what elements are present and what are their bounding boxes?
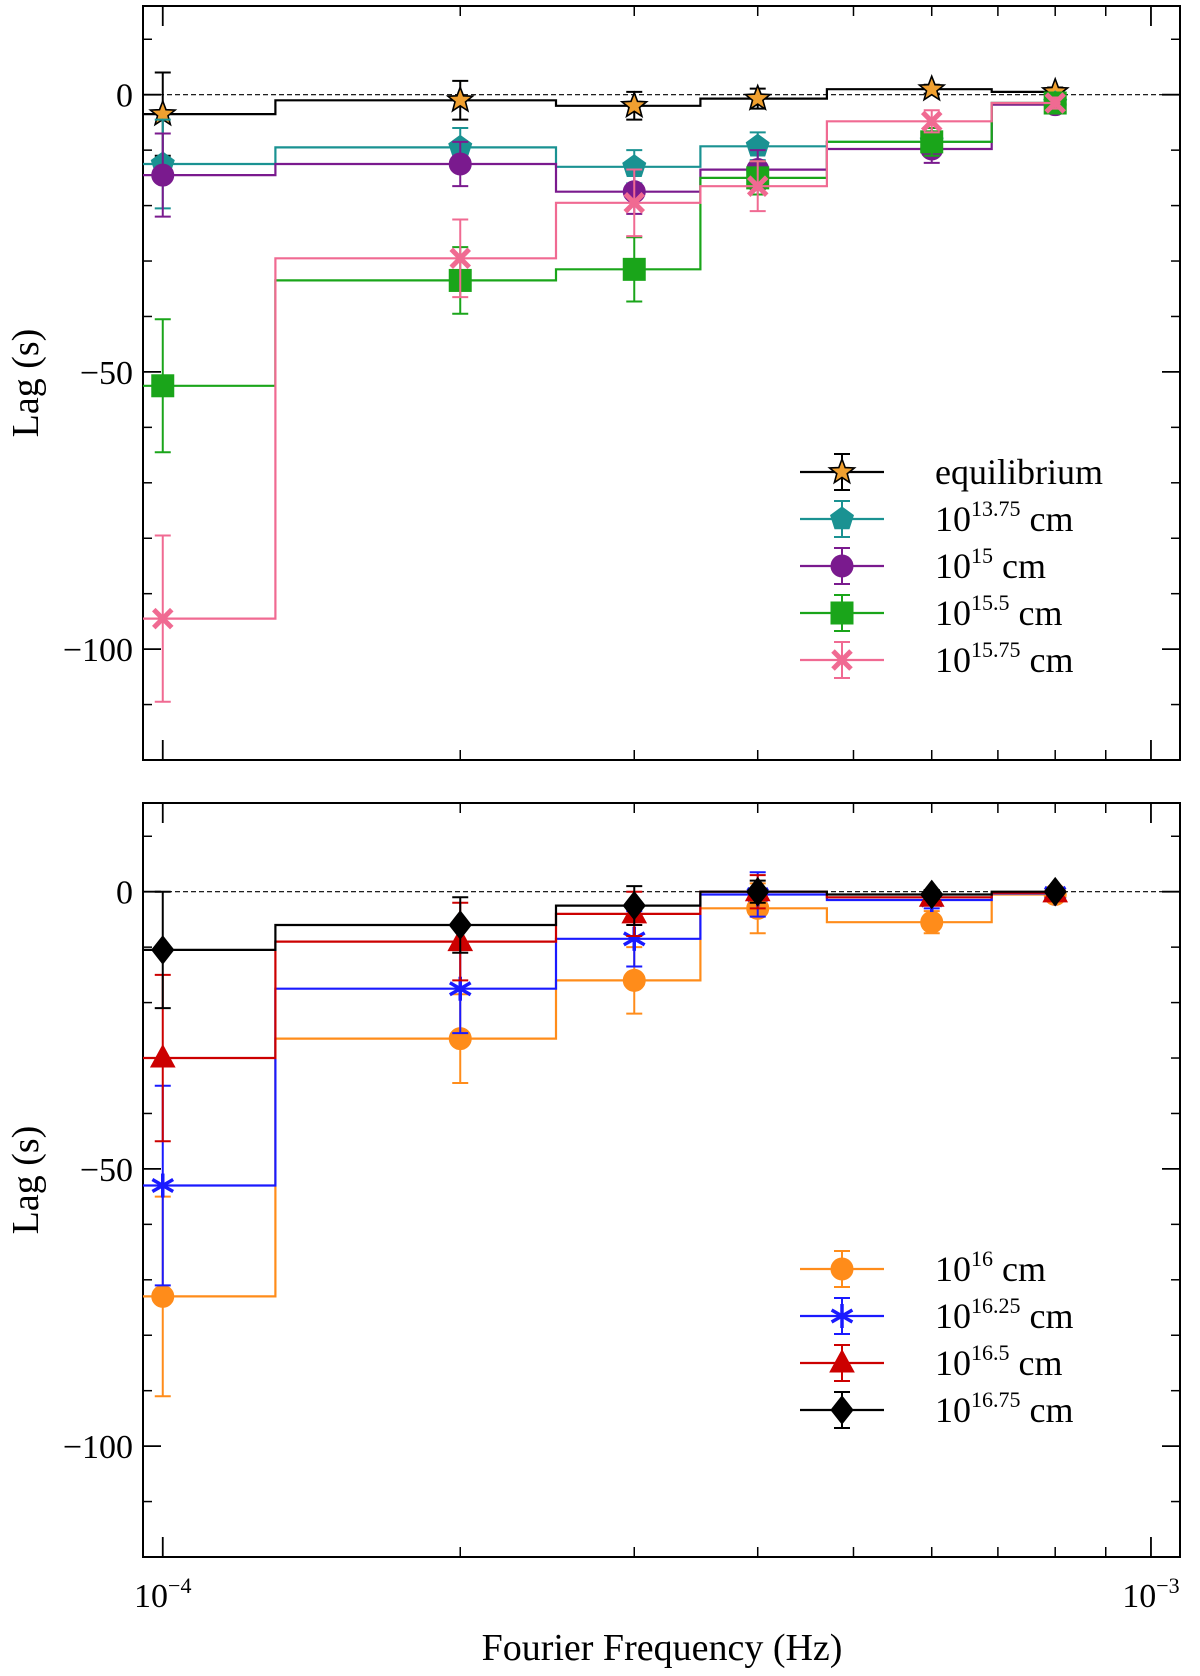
circle-marker xyxy=(151,163,175,187)
legend-label: 1016.75 cm xyxy=(935,1387,1073,1430)
x-marker-stroke xyxy=(1044,92,1066,114)
diamond-marker xyxy=(830,1395,854,1425)
circle-marker xyxy=(830,554,854,578)
legend-label: 1016.25 cm xyxy=(935,1293,1073,1336)
legend-label: 1016 cm xyxy=(935,1246,1046,1289)
legend-label: 1016.5 cm xyxy=(935,1340,1062,1383)
series-step-line xyxy=(143,88,1061,116)
y-tick-label: −50 xyxy=(80,355,133,392)
circle-marker xyxy=(151,1284,175,1308)
square-marker xyxy=(830,601,854,625)
x-marker xyxy=(831,649,853,671)
triangle-marker xyxy=(149,1043,176,1068)
asterisk-marker-stroke xyxy=(830,1308,854,1324)
asterisk-marker-stroke xyxy=(448,981,472,997)
star-marker xyxy=(827,456,857,485)
y-axis-title: Lag (s) xyxy=(5,1126,47,1235)
x-marker-stroke xyxy=(449,247,472,270)
x-marker xyxy=(746,175,769,197)
x-tick-label: 10−4 xyxy=(134,1573,191,1615)
series-step-line xyxy=(143,101,1061,620)
plot-frame xyxy=(142,5,1181,761)
y-tick-label: −50 xyxy=(80,1152,133,1189)
diamond-marker xyxy=(746,876,770,907)
star-marker xyxy=(619,90,649,119)
asterisk-marker xyxy=(151,1173,175,1198)
star-marker xyxy=(917,73,947,102)
star-marker xyxy=(743,83,773,111)
circle-marker xyxy=(920,910,944,934)
x-marker-stroke xyxy=(623,192,646,214)
series-step-line xyxy=(143,890,1061,951)
x-marker xyxy=(1044,92,1066,114)
series-3 xyxy=(143,876,1067,1010)
y-tick-label: 0 xyxy=(116,875,133,912)
x-marker xyxy=(151,607,174,630)
x-marker xyxy=(449,247,472,270)
x-axis-title: Fourier Frequency (Hz) xyxy=(482,1627,843,1669)
asterisk-marker-stroke xyxy=(151,1178,175,1194)
legend-label: 1015.75 cm xyxy=(935,637,1073,680)
legend-label: 1015 cm xyxy=(935,543,1046,586)
x-marker-stroke xyxy=(831,649,853,671)
x-tick-label: 10−3 xyxy=(1122,1573,1179,1615)
triangle-marker xyxy=(829,1348,855,1373)
square-marker xyxy=(622,257,646,281)
asterisk-marker xyxy=(830,1304,854,1328)
pentagon-marker xyxy=(830,506,854,530)
diamond-marker xyxy=(151,935,175,965)
diamond-marker xyxy=(448,910,472,940)
asterisk-marker-stroke xyxy=(622,931,646,947)
diamond-marker xyxy=(622,890,646,921)
circle-marker xyxy=(448,152,472,176)
x-marker xyxy=(623,192,646,214)
legend-label: equilibrium xyxy=(935,452,1103,492)
diamond-marker xyxy=(1043,876,1067,907)
series-4 xyxy=(143,92,1066,703)
x-marker-stroke xyxy=(920,110,943,133)
y-tick-label: −100 xyxy=(63,632,133,669)
square-marker xyxy=(151,374,175,398)
x-marker xyxy=(920,110,943,133)
star-marker xyxy=(445,85,475,113)
y-tick-label: 0 xyxy=(116,78,133,115)
diamond-marker xyxy=(920,879,944,910)
y-axis-title: Lag (s) xyxy=(5,329,47,438)
x-marker-stroke xyxy=(151,607,174,630)
circle-marker xyxy=(830,1257,854,1281)
legend-label: 1015.5 cm xyxy=(935,590,1062,633)
x-marker-stroke xyxy=(746,175,769,197)
square-marker xyxy=(920,130,944,154)
plot-frame xyxy=(142,802,1181,1558)
legend-label: 1013.75 cm xyxy=(935,496,1073,539)
y-tick-label: −100 xyxy=(63,1429,133,1466)
circle-marker xyxy=(622,968,646,992)
